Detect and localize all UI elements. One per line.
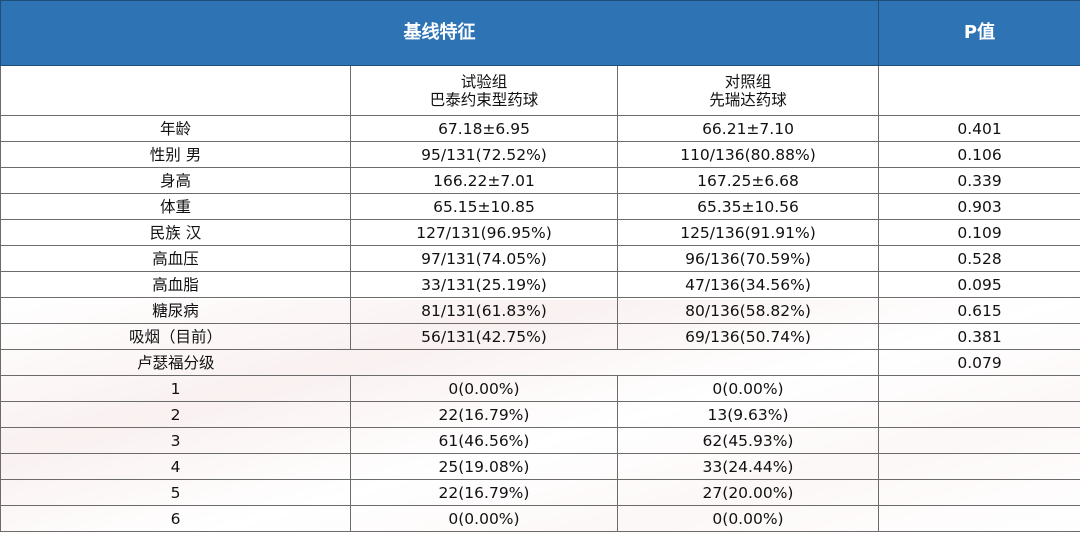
row-label: 高血脂 — [0, 271, 351, 298]
p-value-empty — [878, 453, 1080, 480]
group1-value: 61(46.56%) — [350, 427, 618, 454]
grade-row: 5 22(16.79%) 27(20.00%) — [0, 479, 1080, 506]
group1-value: 0(0.00%) — [350, 505, 618, 532]
table-row: 年龄 67.18±6.95 66.21±7.10 0.401 — [0, 115, 1080, 142]
group1-value: 95/131(72.52%) — [350, 141, 618, 168]
row-label: 民族 汉 — [0, 219, 351, 246]
group2-value: 0(0.00%) — [616, 375, 880, 402]
group1-value: 0(0.00%) — [350, 375, 618, 402]
group1-value: 33/131(25.19%) — [350, 271, 618, 298]
grade-label: 5 — [0, 479, 351, 506]
row-label: 吸烟（目前） — [0, 323, 351, 350]
group2-value: 33(24.44%) — [616, 453, 880, 480]
group2-value: 110/136(80.88%) — [616, 141, 880, 168]
group1-value: 127/131(96.95%) — [350, 219, 618, 246]
p-value: 0.401 — [878, 115, 1080, 142]
header-row: 基线特征 P值 — [0, 0, 1080, 66]
grade-row: 2 22(16.79%) 13(9.63%) — [0, 401, 1080, 428]
group2-device: 先瑞达药球 — [709, 90, 787, 109]
grade-row: 4 25(19.08%) 33(24.44%) — [0, 453, 1080, 480]
row-label: 卢瑟福分级 — [0, 349, 351, 376]
group1-value: 65.15±10.85 — [350, 193, 618, 220]
group2-value: 65.35±10.56 — [616, 193, 880, 220]
group2-value: 125/136(91.91%) — [616, 219, 880, 246]
group2-value: 167.25±6.68 — [616, 167, 880, 194]
p-value: 0.381 — [878, 323, 1080, 350]
table-row: 高血压 97/131(74.05%) 96/136(70.59%) 0.528 — [0, 245, 1080, 272]
subheader-group1: 试验组 巴泰约束型药球 — [350, 65, 618, 116]
group1-name: 试验组 — [460, 72, 508, 91]
row-label: 糖尿病 — [0, 297, 351, 324]
subheader-p-empty — [878, 65, 1080, 116]
group1-value: 97/131(74.05%) — [350, 245, 618, 272]
group2-value: 62(45.93%) — [616, 427, 880, 454]
p-value: 0.903 — [878, 193, 1080, 220]
row-label: 体重 — [0, 193, 351, 220]
p-value-empty — [878, 479, 1080, 506]
group2-value: 69/136(50.74%) — [616, 323, 880, 350]
p-value-empty — [878, 375, 1080, 402]
group1-value: 81/131(61.83%) — [350, 297, 618, 324]
group1-value: 166.22±7.01 — [350, 167, 618, 194]
group1-value: 25(19.08%) — [350, 453, 618, 480]
group2-name: 对照组 — [724, 72, 772, 91]
grade-row: 1 0(0.00%) 0(0.00%) — [0, 375, 1080, 402]
table-row: 吸烟（目前） 56/131(42.75%) 69/136(50.74%) 0.381 — [0, 323, 1080, 350]
group2-value: 13(9.63%) — [616, 401, 880, 428]
table-row: 性别 男 95/131(72.52%) 110/136(80.88%) 0.106 — [0, 141, 1080, 168]
p-value-empty — [878, 505, 1080, 532]
p-value: 0.615 — [878, 297, 1080, 324]
p-value: 0.095 — [878, 271, 1080, 298]
header-p-value: P值 — [878, 0, 1080, 66]
group2-value: 80/136(58.82%) — [616, 297, 880, 324]
grade-label: 6 — [0, 505, 351, 532]
table-row: 体重 65.15±10.85 65.35±10.56 0.903 — [0, 193, 1080, 220]
group2-value: 27(20.00%) — [616, 479, 880, 506]
p-value-empty — [878, 401, 1080, 428]
rutherford-row: 卢瑟福分级 0.079 — [0, 349, 1080, 376]
group2-value — [617, 349, 879, 376]
row-label: 年龄 — [0, 115, 351, 142]
subheader-empty — [0, 65, 351, 116]
grade-label: 2 — [0, 401, 351, 428]
grade-label: 1 — [0, 375, 351, 402]
group1-device: 巴泰约束型药球 — [429, 90, 539, 109]
table-row: 高血脂 33/131(25.19%) 47/136(34.56%) 0.095 — [0, 271, 1080, 298]
row-label: 身高 — [0, 167, 351, 194]
group2-value: 66.21±7.10 — [616, 115, 880, 142]
grade-row: 3 61(46.56%) 62(45.93%) — [0, 427, 1080, 454]
subheader-group2: 对照组 先瑞达药球 — [616, 65, 880, 116]
group1-value: 67.18±6.95 — [350, 115, 618, 142]
table-row: 糖尿病 81/131(61.83%) 80/136(58.82%) 0.615 — [0, 297, 1080, 324]
p-value: 0.106 — [878, 141, 1080, 168]
p-value: 0.528 — [878, 245, 1080, 272]
row-label: 高血压 — [0, 245, 351, 272]
grade-row: 6 0(0.00%) 0(0.00%) — [0, 505, 1080, 532]
p-value-empty — [878, 427, 1080, 454]
group1-value: 22(16.79%) — [350, 479, 618, 506]
group2-value: 47/136(34.56%) — [616, 271, 880, 298]
table-row: 身高 166.22±7.01 167.25±6.68 0.339 — [0, 167, 1080, 194]
p-value: 0.109 — [878, 219, 1080, 246]
p-value: 0.079 — [878, 349, 1080, 376]
grade-label: 4 — [0, 453, 351, 480]
group1-value: 56/131(42.75%) — [350, 323, 618, 350]
group1-value: 22(16.79%) — [350, 401, 618, 428]
subheader-row: 试验组 巴泰约束型药球 对照组 先瑞达药球 — [0, 65, 1080, 116]
row-label: 性别 男 — [0, 141, 351, 168]
grade-label: 3 — [0, 427, 351, 454]
p-value: 0.339 — [878, 167, 1080, 194]
header-title: 基线特征 — [0, 0, 880, 66]
group2-value: 96/136(70.59%) — [616, 245, 880, 272]
group2-value: 0(0.00%) — [616, 505, 880, 532]
table-row: 民族 汉 127/131(96.95%) 125/136(91.91%) 0.109 — [0, 219, 1080, 246]
group1-value — [350, 349, 618, 376]
